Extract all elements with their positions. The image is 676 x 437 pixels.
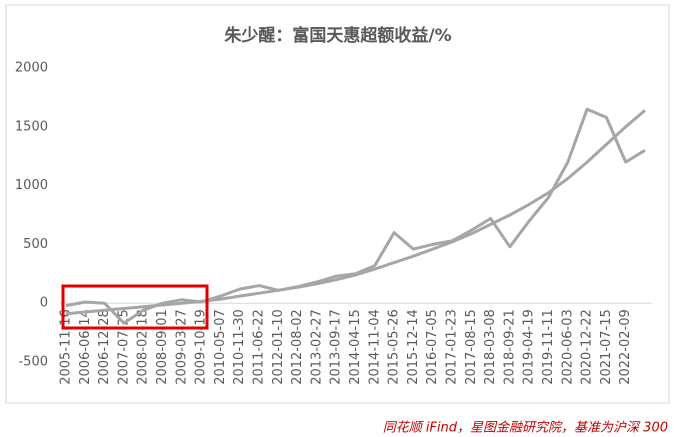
x-tick-label: 2017-01-23: [445, 309, 460, 385]
x-tick-label: 2012-01-10: [271, 309, 286, 385]
data-line: [65, 107, 646, 325]
chart-border: [5, 4, 670, 404]
x-tick-label: 2008-09-01: [155, 309, 170, 385]
x-tick-label: 2015-05-26: [387, 309, 402, 385]
y-tick-label: 500: [23, 237, 48, 252]
x-tick-label: 2019-04-19: [522, 309, 537, 385]
x-tick-label: 2022-02-09: [618, 309, 633, 385]
x-tick-label: 2012-08-02: [290, 309, 305, 385]
plot-area: -500 0 500 1000 1500 2000 2005-11-16 2006-06-14…: [15, 61, 652, 385]
x-tick-label: 2019-11-11: [541, 309, 556, 385]
x-tick-label: 2013-02-27: [309, 309, 324, 385]
chart-title: 朱少醒：富国天惠超额收益/%: [224, 25, 451, 46]
x-tick-label: 2011-06-22: [252, 309, 267, 385]
x-tick-label: 2009-03-27: [174, 309, 189, 385]
x-tick-label: 2017-08-15: [464, 309, 479, 385]
x-tick-label: 2015-12-14: [406, 309, 421, 385]
y-tick-label: 0: [40, 296, 48, 311]
highlight-box: [61, 284, 209, 330]
x-tick-label: 2016-07-05: [425, 309, 440, 385]
x-tick-label: 2018-09-21: [502, 309, 517, 385]
x-tick-label: 2014-04-15: [348, 309, 363, 385]
x-tick-label: 2006-12-28: [97, 309, 112, 385]
x-tick-label: 2020-12-22: [580, 309, 595, 385]
x-tick-label: 2010-11-30: [232, 309, 247, 385]
source-note: 同花顺 iFind，星图金融研究院，基准为沪深 300: [383, 420, 668, 436]
x-tick-label: 2006-06-14: [78, 309, 93, 385]
y-tick-label: -500: [18, 355, 48, 370]
x-tick-label: 2014-11-04: [367, 309, 382, 385]
x-tick-label: 2018-03-08: [483, 309, 498, 385]
y-tick-label: 1500: [15, 119, 48, 134]
x-tick-label: 2008-02-18: [136, 309, 151, 385]
data-line: [65, 109, 646, 316]
x-tick-label: 2021-07-15: [599, 309, 614, 385]
x-tick-label: 2013-09-17: [329, 309, 344, 385]
x-tick-label: 2020-06-03: [560, 309, 575, 385]
x-tick-label: 2010-05-07: [213, 309, 228, 385]
y-tick-label: 1000: [15, 178, 48, 193]
x-tick-label: 2005-11-16: [59, 309, 74, 385]
y-tick-label: 2000: [15, 61, 48, 76]
